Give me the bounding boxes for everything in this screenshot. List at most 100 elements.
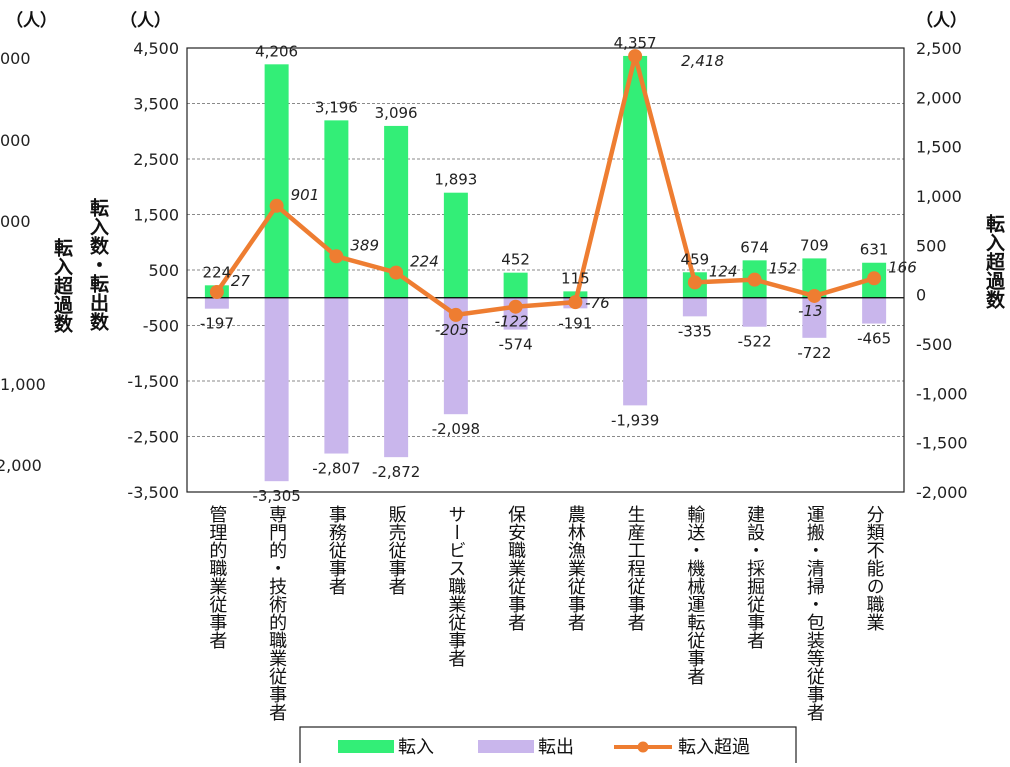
- data-label-tenshutsu: -3,305: [252, 487, 300, 505]
- net-point: [269, 198, 284, 213]
- right-axis-unit: （人）: [916, 10, 967, 31]
- category-label: 生産工程従事者: [625, 505, 646, 631]
- cut-axis: （人） 000 000 000 1,000 2,000 転入超過数: [0, 10, 74, 475]
- bar-tennyu: [503, 272, 528, 298]
- net-point: [747, 272, 762, 287]
- net-line-path: [215, 53, 875, 318]
- data-label-net: -13: [798, 302, 823, 320]
- right-axis-tick-label: 0: [916, 286, 926, 305]
- bar-tenshutsu: [204, 297, 229, 309]
- data-label-tenshutsu: -465: [857, 330, 891, 348]
- bar-tenshutsu: [324, 297, 349, 454]
- data-label-tenshutsu: -1,939: [611, 411, 659, 429]
- bar-tenshutsu: [264, 297, 289, 482]
- data-label-tenshutsu: -191: [558, 314, 592, 332]
- left-axis-unit: （人）: [120, 10, 171, 31]
- left-axis-tick-label: 2,500: [133, 150, 179, 169]
- legend-swatch-tennyu: [338, 740, 394, 753]
- bar-tennyu: [324, 120, 349, 298]
- data-label-tennyu: 3,096: [375, 104, 418, 122]
- right-axis-tick-label: 2,500: [916, 39, 962, 58]
- bar-tenshutsu: [862, 297, 887, 324]
- data-label-net: 389: [350, 236, 379, 254]
- net-point: [389, 265, 404, 280]
- data-label-tennyu: 452: [501, 251, 530, 269]
- cut-axis-label: 転入超過数: [51, 238, 74, 334]
- right-axis-tick-label: 2,000: [916, 88, 962, 107]
- legend-item-net: 転入超過: [614, 737, 750, 758]
- data-label-tennyu: 4,357: [614, 34, 657, 52]
- cut-axis-unit: （人）: [6, 10, 57, 31]
- left-axis-ticks: -3,500 -2,500 -1,500 -500 500 1,500 2,500 3,500…: [127, 39, 179, 502]
- cut-axis-tick-label: 000: [0, 49, 31, 68]
- data-label-net: -76: [585, 294, 610, 312]
- data-label-tenshutsu: -574: [499, 336, 533, 354]
- legend-swatch-tenshutsu: [478, 740, 534, 753]
- legend-item-tenshutsu: 転出: [478, 737, 574, 758]
- bar-tennyu: [264, 64, 289, 298]
- category-labels: 管理的職業従事者 専門的・技術的職業従事者 事務従事者 販売従事者 サービス職業従事者 保…: [206, 505, 884, 721]
- left-axis-label: 転入数・転出数: [87, 198, 109, 332]
- category-label: サービス職業従事者: [445, 505, 466, 667]
- bar-tenshutsu: [682, 297, 707, 317]
- category-label: 販売従事者: [386, 505, 407, 595]
- left-axis-tick-label: 1,500: [133, 206, 179, 225]
- cut-axis-tick-label: 1,000: [0, 375, 46, 394]
- data-label-net: -122: [495, 313, 529, 331]
- data-label-tennyu: 115: [561, 269, 590, 287]
- data-label-tenshutsu: -2,872: [372, 463, 420, 481]
- bar-tenshutsu: [384, 297, 409, 458]
- category-label: 管理的職業従事者: [206, 505, 227, 649]
- data-label-tennyu: 674: [740, 238, 769, 256]
- right-axis-tick-label: -500: [916, 335, 952, 354]
- data-label-tennyu: 1,893: [434, 171, 477, 189]
- cut-axis-tick-label: 000: [0, 212, 31, 231]
- net-point: [209, 285, 224, 300]
- data-label-net: 27: [231, 272, 251, 290]
- data-label-tenshutsu: -2,098: [432, 420, 480, 438]
- plot-frame: [186, 47, 905, 493]
- left-axis-tick-label: -1,500: [127, 372, 179, 391]
- legend: 転入 転出 転入超過: [299, 726, 797, 767]
- net-point: [867, 271, 882, 286]
- series-tennyu-bars: [204, 55, 887, 298]
- data-label-net: -205: [435, 321, 469, 339]
- left-axis-tick-label: -2,500: [127, 428, 179, 447]
- legend-item-tennyu: 転入: [338, 737, 434, 758]
- net-point: [807, 288, 822, 303]
- category-label: 農林漁業従事者: [565, 505, 586, 631]
- category-label: 保安職業従事者: [505, 505, 526, 631]
- bar-tenshutsu: [623, 297, 648, 406]
- data-label-tenshutsu: -722: [797, 344, 831, 362]
- data-label-tenshutsu: -335: [678, 322, 712, 340]
- left-axis-tick-label: -3,500: [127, 483, 179, 502]
- data-label-net: 124: [709, 262, 738, 280]
- legend-label-net: 転入超過: [678, 737, 750, 758]
- net-point: [687, 275, 702, 290]
- category-label: 建設・採掘従事者: [744, 505, 765, 649]
- right-axis-label: 転入超過数: [983, 214, 1006, 310]
- data-label-tenshutsu: -2,807: [312, 460, 360, 478]
- bar-tennyu: [443, 192, 468, 298]
- net-point: [508, 299, 523, 314]
- net-point: [628, 49, 643, 64]
- net-point: [448, 307, 463, 322]
- data-label-tennyu: 631: [860, 241, 889, 259]
- left-axis-tick-label: 500: [148, 261, 179, 280]
- data-label-net: 152: [769, 260, 798, 278]
- data-label-tenshutsu: -197: [200, 315, 234, 333]
- net-point: [568, 295, 583, 310]
- data-label-net: 901: [291, 186, 320, 204]
- right-axis-tick-label: 1,500: [916, 138, 962, 157]
- category-label: 分類不能の職業: [864, 505, 885, 631]
- category-label: 輸送・機械運転従事者: [684, 505, 705, 685]
- right-axis-tick-label: -2,000: [916, 483, 968, 502]
- series-net-line: [209, 49, 882, 322]
- right-axis-tick-label: 1,000: [916, 187, 962, 206]
- category-label: 事務従事者: [326, 505, 347, 595]
- data-label-tennyu: 4,206: [255, 42, 298, 60]
- right-axis-tick-label: -1,000: [916, 384, 968, 403]
- grid: [187, 103, 904, 437]
- right-axis-tick-label: 500: [916, 236, 947, 255]
